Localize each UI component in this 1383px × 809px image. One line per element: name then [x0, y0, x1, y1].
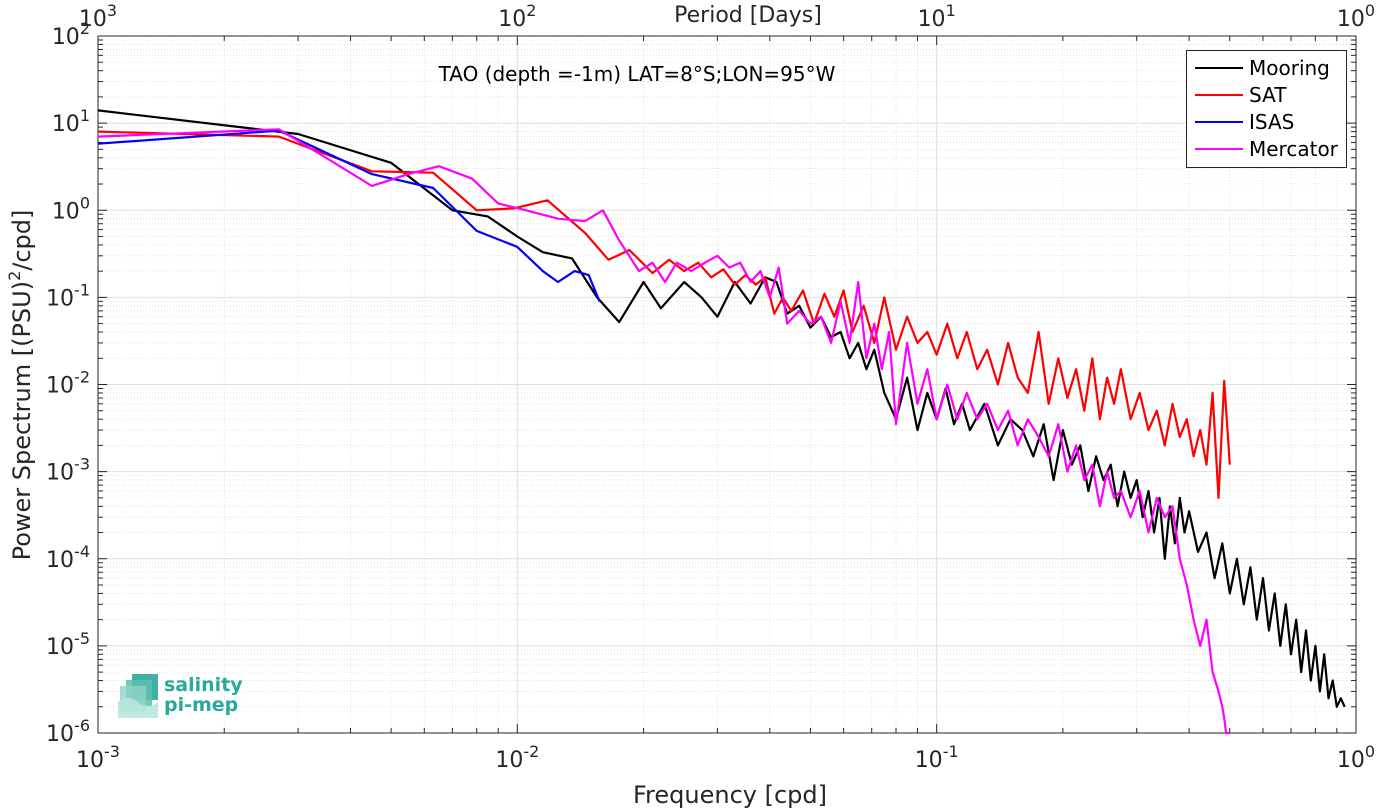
- legend: Mooring SAT ISAS Mercator: [1186, 50, 1347, 168]
- top-tick-label: 101: [918, 1, 956, 32]
- legend-label: Mercator: [1249, 137, 1338, 161]
- legend-swatch: [1195, 121, 1243, 123]
- axes: [97, 35, 1357, 734]
- series-line-isas: [97, 129, 601, 302]
- grid-lines: [97, 35, 1357, 734]
- logo-text-pi-mep: pi-mep: [164, 694, 239, 716]
- legend-swatch: [1195, 94, 1243, 96]
- x-tick-label: 100: [1337, 742, 1375, 773]
- salinity-pi-mep-logo: salinity pi-mep: [116, 672, 256, 722]
- x-axis-label: Frequency [cpd]: [633, 781, 827, 809]
- series-line-mercator: [97, 128, 1230, 735]
- y-tick-label: 101: [52, 106, 90, 137]
- series-line-mooring: [97, 109, 1346, 708]
- x-tick-label: 10-2: [495, 742, 539, 773]
- legend-item-mercator: Mercator: [1195, 137, 1338, 161]
- legend-label: SAT: [1249, 83, 1287, 107]
- x-tick-label: 10-1: [915, 742, 959, 773]
- legend-label: Mooring: [1249, 56, 1330, 80]
- legend-item-isas: ISAS: [1195, 110, 1295, 134]
- y-tick-label: 100: [52, 193, 90, 224]
- wave-logo-icon: [118, 674, 158, 718]
- y-tick-label: 10-1: [46, 280, 90, 311]
- series-lines: [97, 109, 1346, 735]
- top-tick-label: 103: [79, 1, 117, 32]
- top-tick-label: 100: [1337, 1, 1375, 32]
- y-tick-label: 10-3: [46, 455, 90, 486]
- legend-item-mooring: Mooring: [1195, 56, 1330, 80]
- y-tick-label: 10-4: [46, 542, 90, 573]
- legend-label: ISAS: [1249, 110, 1295, 134]
- chart-title: TAO (depth =-1m) LAT=8°S;LON=95°W: [438, 62, 836, 86]
- legend-swatch: [1195, 67, 1243, 69]
- y-axis-label: Power Spectrum [(PSU)2/cpd]: [5, 210, 36, 561]
- legend-item-sat: SAT: [1195, 83, 1287, 107]
- top-axis-label: Period [Days]: [674, 3, 822, 28]
- top-tick-label: 102: [498, 1, 536, 32]
- y-tick-label: 10-6: [46, 716, 90, 747]
- logo-text-salinity: salinity: [164, 674, 243, 696]
- y-tick-label: 102: [52, 19, 90, 50]
- y-tick-label: 10-2: [46, 368, 90, 399]
- y-tick-label: 10-5: [46, 629, 90, 660]
- series-line-sat: [97, 130, 1231, 499]
- legend-swatch: [1195, 148, 1243, 150]
- x-tick-label: 10-3: [76, 742, 120, 773]
